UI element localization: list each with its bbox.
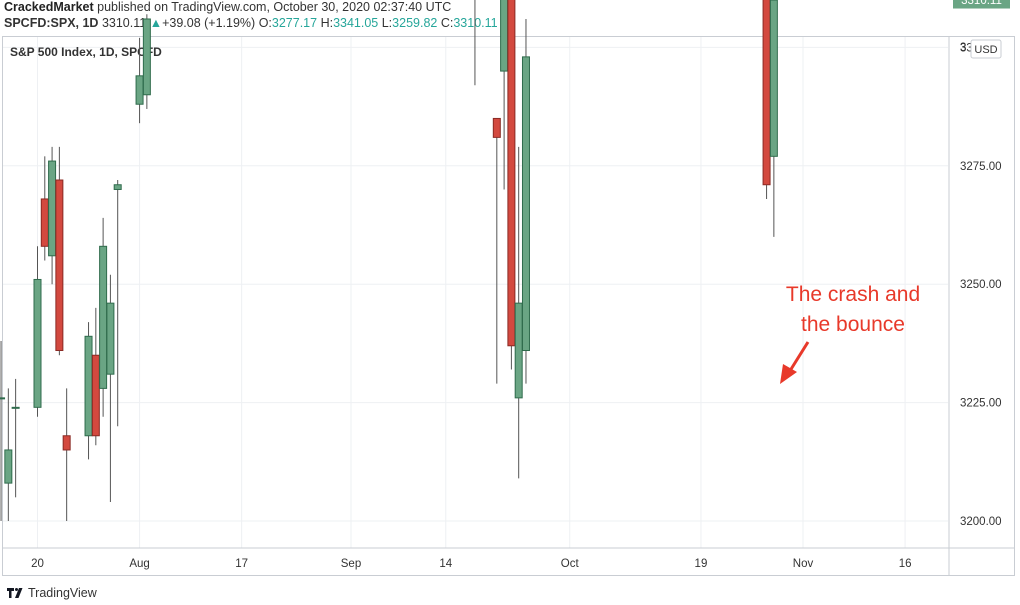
low-label: L: [381, 16, 393, 30]
close-label: C: [440, 16, 454, 30]
candle-body [769, 0, 778, 157]
candle-body [99, 245, 108, 389]
high-label: H: [320, 16, 334, 30]
annotation-arrow-head [780, 364, 797, 384]
candle-body [11, 406, 20, 409]
candle-body [40, 198, 49, 247]
symbol-info: SPCFD:SPX, 1D 3310.11 ▲+39.08 (+1.19%) O… [4, 16, 498, 31]
x-tick-label: 19 [695, 558, 708, 570]
candle-body [91, 354, 100, 437]
chart-title: S&P 500 Index, 1D, SPCFD [10, 45, 162, 59]
x-tick-label: Aug [129, 558, 149, 570]
tradingview-logo-icon [7, 588, 23, 598]
x-tick-label: 16 [899, 558, 912, 570]
candle-body [48, 160, 57, 257]
open-label: O: [258, 16, 272, 30]
publish-info: CrackedMarket published on TradingView.c… [4, 0, 451, 16]
x-tick-label: 20 [31, 558, 44, 570]
symbol-label: SPCFD:SPX, 1D [4, 16, 99, 30]
candle-body [135, 75, 144, 105]
candle-body [106, 302, 115, 375]
low-value: 3259.82 [392, 16, 438, 30]
y-tick-label: 3200.00 [960, 516, 1002, 528]
currency-badge [970, 39, 1002, 59]
high-value: 3341.05 [333, 16, 379, 30]
close-value: 3310.11 [453, 16, 498, 30]
candle-body [521, 56, 530, 352]
open-value: 3277.17 [271, 16, 318, 30]
candle-body [84, 335, 93, 437]
candle-body [500, 0, 509, 72]
currency-label: USD [974, 44, 997, 56]
change-up-icon: ▲ [149, 16, 163, 30]
y-tick-label: 3225.00 [960, 398, 1002, 410]
candle-body [113, 184, 122, 190]
footer: TradingView [6, 583, 97, 603]
annotation-arrow [786, 341, 810, 375]
y-tick-label: 3275.00 [960, 161, 1002, 173]
publish-text: published on TradingView.com, October 30… [97, 0, 452, 14]
annotation-text: the bounce [801, 313, 905, 336]
candle-body [514, 302, 523, 399]
candle-body [62, 435, 71, 451]
x-tick-label: Oct [561, 558, 580, 570]
candle-body [507, 0, 516, 347]
change-value: +39.08 (+1.19%) [162, 16, 256, 30]
x-tick-label: 14 [439, 558, 452, 570]
last-price-tag [953, 0, 1010, 9]
candle-body [55, 179, 64, 352]
author-name[interactable]: CrackedMarket [4, 0, 94, 14]
last-price-label: 3310.11 [961, 0, 1002, 7]
annotation-text: The crash and [786, 283, 920, 306]
y-tick-label-top: 3 [960, 42, 966, 54]
x-tick-label: 17 [235, 558, 248, 570]
candle-body [33, 278, 42, 408]
footer-brand[interactable]: TradingView [28, 586, 97, 600]
x-tick-label: Sep [341, 558, 361, 570]
y-tick-label: 3250.00 [960, 279, 1002, 291]
last-value: 3310.11 [101, 16, 147, 30]
candle-body [4, 449, 13, 484]
candle-body [142, 18, 151, 96]
candle-body [0, 397, 6, 400]
candle-body [492, 117, 501, 138]
x-tick-label: Nov [793, 558, 814, 570]
candle-body [762, 0, 771, 186]
